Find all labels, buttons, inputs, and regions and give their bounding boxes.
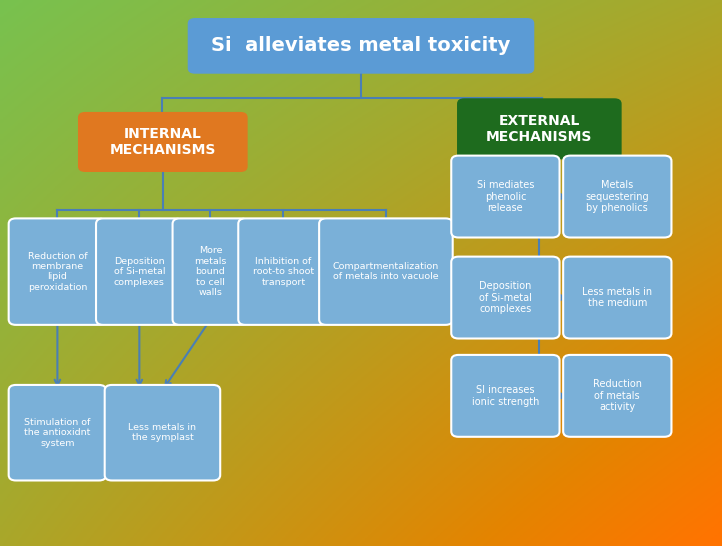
FancyBboxPatch shape bbox=[9, 218, 106, 325]
FancyBboxPatch shape bbox=[451, 355, 560, 437]
Text: Reduction of
membrane
lipid
peroxidation: Reduction of membrane lipid peroxidation bbox=[27, 252, 87, 292]
Text: Inhibition of
root-to shoot
transport: Inhibition of root-to shoot transport bbox=[253, 257, 314, 287]
Text: Reduction
of metals
activity: Reduction of metals activity bbox=[593, 379, 642, 412]
Text: Compartmentalization
of metals into vacuole: Compartmentalization of metals into vacu… bbox=[333, 262, 439, 281]
Text: More
metals
bound
to cell
walls: More metals bound to cell walls bbox=[194, 246, 227, 297]
FancyBboxPatch shape bbox=[319, 218, 453, 325]
FancyBboxPatch shape bbox=[173, 218, 248, 325]
FancyBboxPatch shape bbox=[238, 218, 329, 325]
FancyBboxPatch shape bbox=[563, 355, 671, 437]
FancyBboxPatch shape bbox=[9, 385, 106, 480]
Text: SI increases
ionic strength: SI increases ionic strength bbox=[471, 385, 539, 407]
Text: Less metals in
the symplast: Less metals in the symplast bbox=[129, 423, 196, 442]
FancyBboxPatch shape bbox=[563, 257, 671, 339]
FancyBboxPatch shape bbox=[563, 156, 671, 238]
FancyBboxPatch shape bbox=[451, 156, 560, 238]
FancyBboxPatch shape bbox=[451, 257, 560, 339]
Text: Deposition
of Si-metal
complexes: Deposition of Si-metal complexes bbox=[113, 257, 165, 287]
FancyBboxPatch shape bbox=[78, 112, 248, 172]
Text: Stimulation of
the antioxidnt
system: Stimulation of the antioxidnt system bbox=[25, 418, 90, 448]
FancyBboxPatch shape bbox=[105, 385, 220, 480]
Text: EXTERNAL
MECHANISMS: EXTERNAL MECHANISMS bbox=[486, 114, 593, 144]
FancyBboxPatch shape bbox=[188, 18, 534, 74]
Text: INTERNAL
MECHANISMS: INTERNAL MECHANISMS bbox=[110, 127, 216, 157]
Text: Less metals in
the medium: Less metals in the medium bbox=[582, 287, 653, 308]
Text: Si  alleviates metal toxicity: Si alleviates metal toxicity bbox=[212, 37, 510, 55]
FancyBboxPatch shape bbox=[457, 98, 622, 159]
Text: Deposition
of Si-metal
complexes: Deposition of Si-metal complexes bbox=[479, 281, 532, 314]
Text: Si mediates
phenolic
release: Si mediates phenolic release bbox=[477, 180, 534, 213]
FancyBboxPatch shape bbox=[96, 218, 183, 325]
Text: Metals
sequestering
by phenolics: Metals sequestering by phenolics bbox=[586, 180, 649, 213]
